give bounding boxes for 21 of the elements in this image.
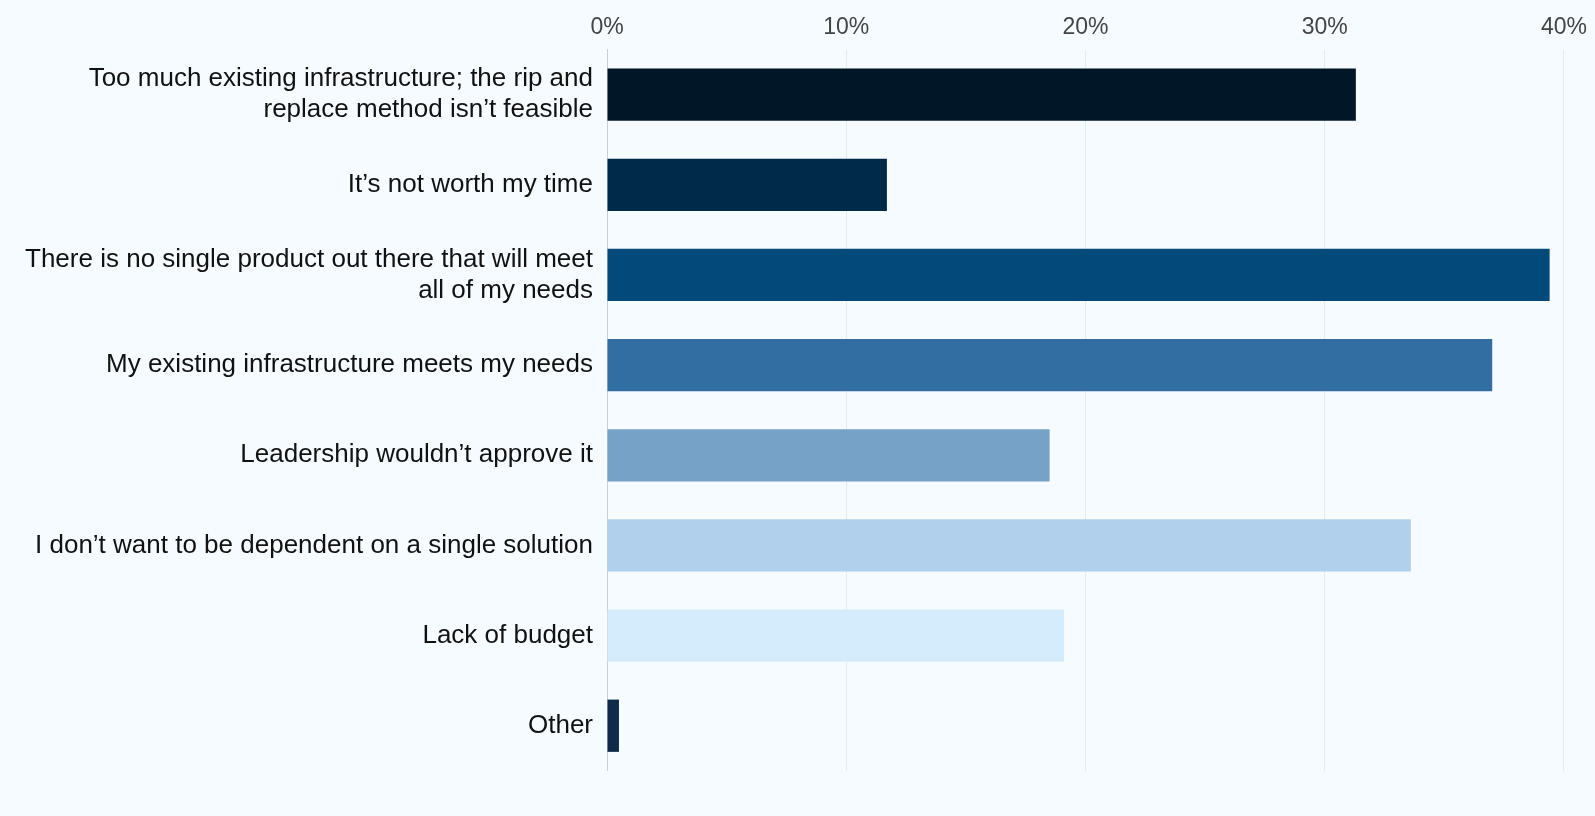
- x-tick-label: 0%: [590, 13, 624, 40]
- x-tick-label: 40%: [1540, 13, 1588, 40]
- y-tick-label: Too much existing infrastructure; the rip and replace method isn’t feasible: [88, 62, 593, 124]
- y-tick-label: Lack of budget: [422, 618, 594, 649]
- y-tick-label: There is no single product out there that will meet all of my needs: [25, 242, 594, 304]
- y-tick-label: Other: [527, 708, 594, 739]
- y-tick-label: It’s not worth my time: [347, 168, 593, 198]
- y-tick-label: I don’t want to be dependent on a single solution: [35, 528, 593, 559]
- bar: [607, 248, 1550, 302]
- bar: [607, 68, 1356, 121]
- y-tick-label: Leadership wouldn’t approve it: [240, 438, 594, 469]
- x-tick-label: 30%: [1301, 13, 1348, 40]
- bar: [607, 519, 1411, 572]
- x-tick-label: 10%: [823, 13, 870, 40]
- bar: [607, 158, 887, 211]
- bar: [607, 338, 1493, 392]
- bar: [607, 609, 1064, 662]
- x-tick-label: 20%: [1062, 13, 1109, 40]
- bar: [607, 429, 1050, 482]
- bar: [607, 699, 619, 752]
- y-tick-label: My existing infrastructure meets my needs: [106, 348, 593, 379]
